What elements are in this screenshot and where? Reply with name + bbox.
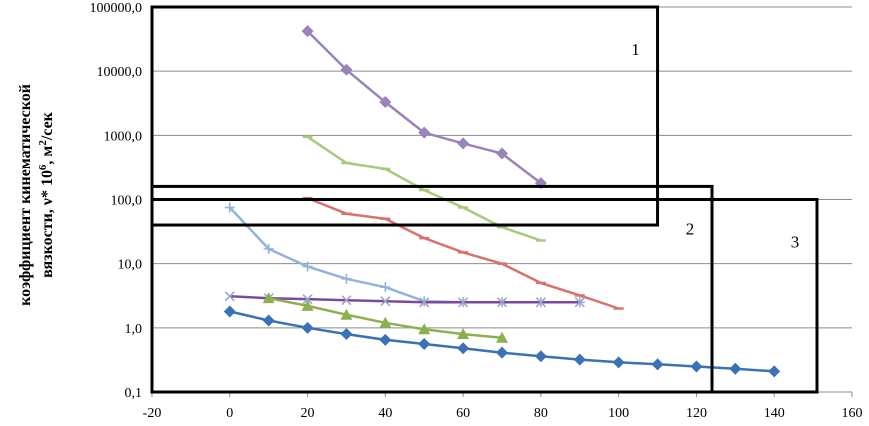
data-point [573, 353, 586, 366]
x-tick-label: 100 [608, 406, 629, 421]
data-point [574, 297, 585, 308]
data-point [496, 147, 508, 160]
region-label-2: 2 [686, 219, 695, 238]
series-1 [301, 25, 547, 190]
region-label-3: 3 [791, 233, 800, 252]
x-tick-label: 80 [534, 406, 548, 421]
x-tick-label: 40 [378, 406, 392, 421]
region-box-3 [150, 198, 819, 394]
x-tick-label: 0 [226, 406, 233, 421]
data-point [262, 314, 275, 327]
y-tick-label: 0,1 [125, 386, 143, 401]
data-point [418, 323, 431, 335]
region-boxes: 1 2 3 [150, 5, 819, 394]
data-point [301, 299, 314, 311]
data-point [419, 297, 430, 308]
data-point [496, 331, 508, 343]
series-7 [223, 305, 781, 378]
series-2 [302, 135, 546, 242]
data-point [263, 243, 274, 254]
x-tick-label: 20 [301, 406, 315, 421]
x-tick-labels: -20 0 20 40 60 80 100 120 140 160 [143, 406, 863, 421]
series-line [228, 206, 580, 304]
data-point [458, 297, 469, 308]
x-tick-label: 160 [842, 406, 863, 421]
y-tick-label: 10,0 [118, 258, 143, 273]
data-point [302, 261, 313, 272]
data-point [223, 305, 236, 318]
data-point [341, 295, 352, 306]
x-tick-label: -20 [143, 406, 162, 421]
gridlines [152, 6, 852, 329]
series-3 [302, 196, 624, 310]
data-point [224, 291, 235, 302]
data-point [224, 202, 235, 213]
data-point [301, 25, 314, 38]
data-point [418, 337, 431, 350]
data-point [612, 356, 625, 369]
data-point [262, 292, 275, 304]
x-tick-label: 140 [764, 406, 785, 421]
y-tick-label: 10000,0 [97, 65, 143, 80]
x-tick-label: 120 [686, 406, 707, 421]
data-point [534, 350, 547, 363]
region-label-1: 1 [631, 40, 640, 59]
data-point [379, 333, 392, 346]
data-point [340, 63, 353, 76]
data-point [380, 296, 391, 307]
data-point [535, 297, 546, 308]
data-point [379, 96, 392, 109]
series-4 [224, 202, 585, 308]
data-point [418, 126, 431, 139]
series-6 [262, 292, 508, 343]
data-point [496, 297, 508, 308]
x-tick-label: 60 [456, 406, 470, 421]
data-point [380, 282, 391, 293]
y-tick-label: 100,0 [111, 194, 143, 209]
data-point [768, 365, 781, 378]
data-point [341, 273, 352, 284]
data-point [651, 358, 664, 371]
data-point [301, 321, 314, 334]
y-tick-label: 1,0 [125, 322, 143, 337]
data-point [457, 342, 470, 355]
region-box-2 [150, 184, 714, 394]
y-tick-labels: 0,1 1,0 10,0 100,0 1000,0 10000,0 100000,0 [90, 1, 143, 401]
series-line [229, 295, 580, 304]
data-point [302, 294, 313, 305]
series-group [223, 25, 781, 378]
y-tick-label: 1000,0 [104, 129, 143, 144]
y-axis-title-line1: коэффициент кинематической [17, 84, 34, 306]
data-point [496, 346, 508, 359]
data-point [729, 362, 742, 375]
data-point [457, 328, 470, 340]
data-point [379, 316, 392, 328]
data-point [457, 137, 470, 150]
y-axis-title-line2: вязкости, ν* 106, м2/сек [37, 111, 56, 278]
region-box-1 [150, 5, 660, 227]
data-point [690, 360, 703, 373]
data-point [340, 308, 353, 320]
y-tick-label: 100000,0 [90, 1, 143, 16]
data-point [340, 328, 353, 341]
